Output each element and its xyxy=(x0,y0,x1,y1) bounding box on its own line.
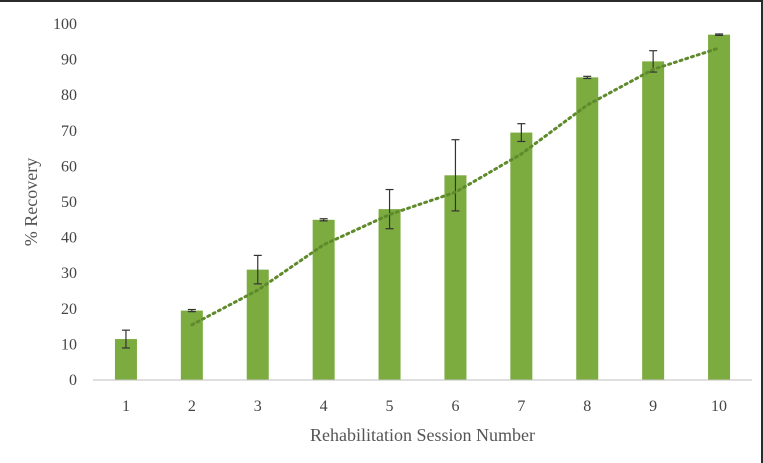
y-axis-title: % Recovery xyxy=(21,158,41,246)
x-tick-label: 1 xyxy=(122,398,130,415)
error-bar xyxy=(715,33,724,36)
x-tick-label: 6 xyxy=(451,398,459,415)
bar xyxy=(444,175,467,380)
trendline xyxy=(190,46,721,327)
trendline-group xyxy=(190,46,721,327)
y-tick-label: 50 xyxy=(61,194,77,211)
x-tick-label: 9 xyxy=(649,398,657,415)
bar xyxy=(114,339,137,380)
y-tick-labels: 0 10 20 30 40 50 60 70 80 90 100 xyxy=(53,16,77,389)
bar xyxy=(510,132,533,380)
x-tick-label: 3 xyxy=(254,398,262,415)
x-tick-labels: 1 2 3 4 5 6 7 8 9 10 xyxy=(122,398,727,415)
error-bars xyxy=(121,33,724,349)
y-tick-label: 40 xyxy=(61,230,77,247)
x-tick-label: 2 xyxy=(188,398,196,415)
y-tick-label: 30 xyxy=(61,265,77,282)
error-bar xyxy=(385,188,394,230)
y-tick-label: 0 xyxy=(69,372,77,389)
y-tick-label: 60 xyxy=(61,158,77,175)
error-bar xyxy=(187,308,196,313)
bars xyxy=(114,34,731,381)
error-bar xyxy=(121,329,130,349)
error-bar xyxy=(583,75,592,80)
y-tick-label: 100 xyxy=(53,16,77,33)
error-bar xyxy=(319,218,328,222)
error-bar xyxy=(253,254,262,285)
y-tick-label: 10 xyxy=(61,336,77,353)
y-tick-label: 90 xyxy=(61,52,77,69)
x-tick-label: 4 xyxy=(320,398,328,415)
bar xyxy=(642,61,665,380)
x-tick-label: 5 xyxy=(386,398,394,415)
bar xyxy=(180,310,203,380)
error-bar xyxy=(451,139,460,212)
error-bar xyxy=(517,123,526,143)
bar xyxy=(246,269,269,380)
bar xyxy=(576,77,599,381)
y-tick-label: 70 xyxy=(61,123,77,140)
bar xyxy=(378,209,401,380)
y-tick-label: 80 xyxy=(61,87,77,104)
x-tick-label: 8 xyxy=(583,398,591,415)
y-tick-label: 20 xyxy=(61,301,77,318)
x-tick-label: 10 xyxy=(711,398,727,415)
x-axis-title: Rehabilitation Session Number xyxy=(310,425,535,445)
bar xyxy=(312,219,335,380)
x-tick-label: 7 xyxy=(517,398,525,415)
bar xyxy=(708,34,731,381)
